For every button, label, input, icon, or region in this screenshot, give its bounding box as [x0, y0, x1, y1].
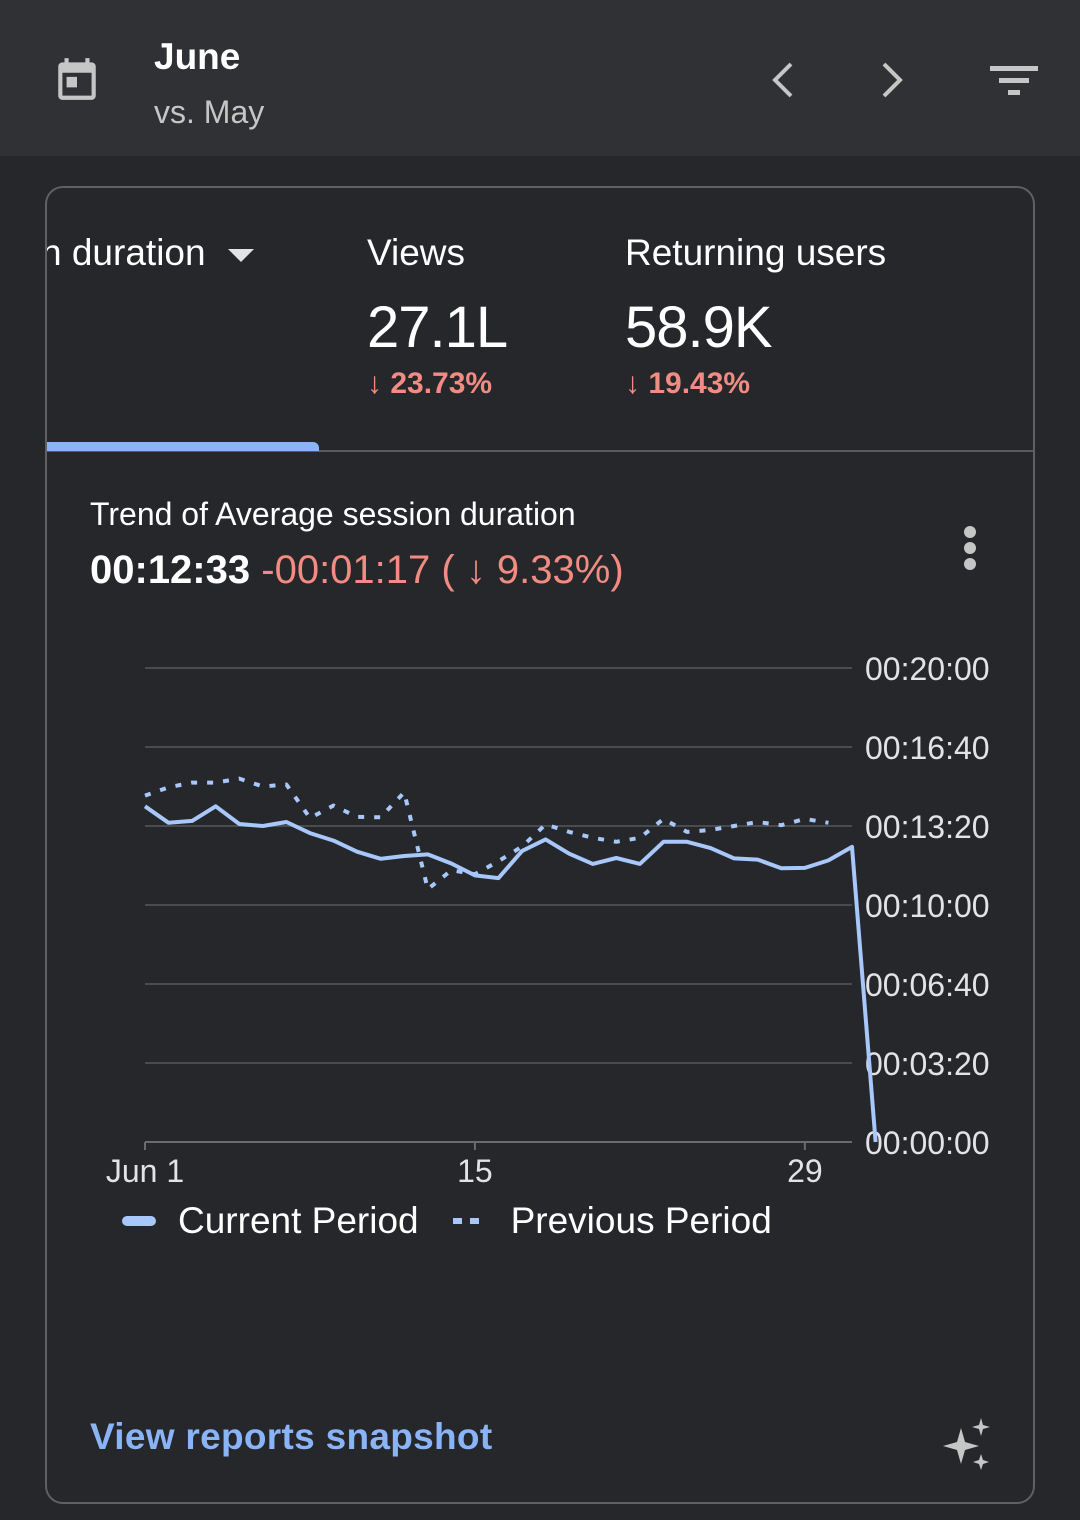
x-tick-label: 15 [457, 1153, 493, 1188]
x-tick-label: Jun 1 [106, 1153, 184, 1188]
y-tick-label: 00:16:40 [865, 730, 990, 766]
filter-button[interactable] [984, 52, 1044, 108]
next-period-button[interactable] [865, 52, 921, 108]
metric-label: Views [367, 232, 466, 273]
metrics-card: n duration Views 27.1L ↓ 23.73% Returnin… [45, 186, 1035, 1504]
chart-legend: Current Period Previous Period [122, 1200, 772, 1242]
chevron-left-icon [772, 62, 793, 98]
metric-views[interactable]: Views 27.1L ↓ 23.73% [367, 232, 508, 401]
trend-title: Trend of Average session duration [90, 496, 576, 532]
y-tick-label: 00:20:00 [865, 651, 990, 687]
trend-delta: -00:01:17 ( ↓ 9.33%) [261, 548, 624, 592]
y-tick-label: 00:06:40 [865, 967, 990, 1003]
metric-label: Returning users [625, 232, 887, 273]
sparkle-icon[interactable] [937, 1414, 997, 1474]
more-dot [964, 526, 976, 538]
y-tick-label: 00:10:00 [865, 888, 990, 924]
metric-selector[interactable]: n duration [45, 232, 254, 274]
view-reports-snapshot-link[interactable]: View reports snapshot [90, 1416, 493, 1457]
metric-change: ↓ 19.43% [625, 367, 751, 400]
dropdown-arrow-icon [227, 248, 254, 262]
selected-metric-label: n duration [45, 232, 206, 273]
legend-swatch-current [122, 1216, 156, 1226]
chevron-right-icon [882, 62, 903, 98]
legend-swatch-previous [452, 1216, 487, 1226]
more-options-button[interactable] [952, 520, 988, 576]
y-tick-label: 00:13:20 [865, 809, 990, 845]
more-dot [964, 558, 976, 570]
more-dot [964, 542, 976, 554]
y-tick-label: 00:03:20 [865, 1046, 990, 1082]
metric-change: ↓ 23.73% [367, 367, 493, 400]
series-line-previous [144, 776, 829, 892]
previous-period-button[interactable] [754, 52, 810, 108]
report-header: June vs. May [0, 0, 1080, 156]
y-tick-label: 00:00:00 [865, 1125, 990, 1161]
metric-tabs: n duration Views 27.1L ↓ 23.73% Returnin… [45, 188, 1033, 452]
x-tick-label: 29 [787, 1153, 823, 1188]
trend-chart: 00:20:00 00:16:40 00:13:20 00:10:00 00:06:40… [106, 651, 990, 1188]
metric-value: 27.1L [367, 295, 508, 360]
trend-value: 00:12:33 [90, 548, 251, 592]
metric-returning-users[interactable]: Returning users 58.9K ↓ 19.43% [625, 232, 886, 401]
calendar-icon[interactable] [52, 54, 102, 104]
period-title[interactable]: June [154, 36, 241, 77]
legend-previous-label: Previous Period [510, 1200, 772, 1241]
filter-icon [990, 66, 1038, 95]
metric-value: 58.9K [625, 295, 773, 360]
comparison-period[interactable]: vs. May [154, 94, 265, 130]
trend-summary: 00:12:33 -00:01:17 ( ↓ 9.33%) [90, 548, 624, 593]
selected-tab-indicator [47, 442, 319, 451]
series-line-current [143, 804, 878, 1143]
legend-current-label: Current Period [178, 1200, 419, 1241]
